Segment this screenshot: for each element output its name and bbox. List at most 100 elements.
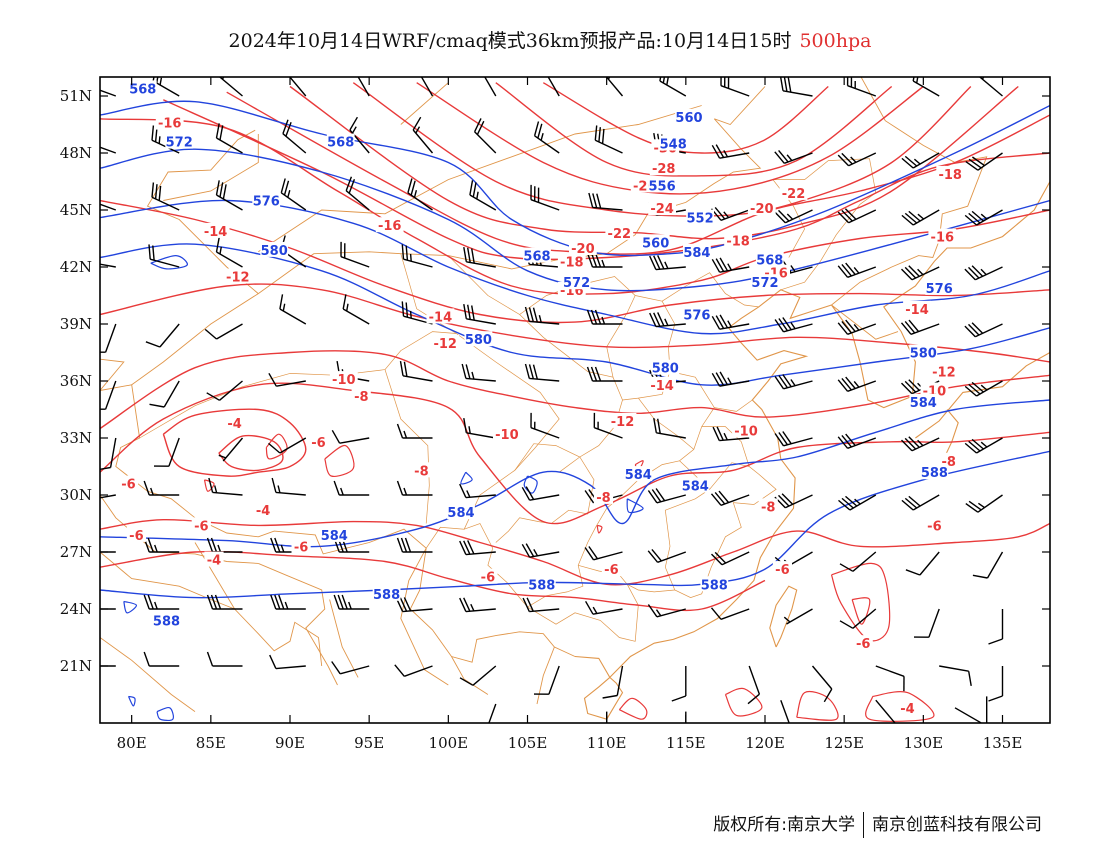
height-contour-small [523, 475, 538, 494]
wind-barb [588, 192, 623, 211]
height-label: 576 [926, 282, 953, 297]
wind-barb [215, 237, 243, 268]
wind-barb [269, 654, 306, 670]
height-label-bg [527, 576, 556, 592]
y-tick-label: 30N [60, 486, 92, 504]
temperature-contour [416, 82, 924, 195]
wind-barb [530, 184, 560, 211]
wind-barb [100, 89, 117, 97]
wind-barb [875, 699, 896, 723]
temperature-label-bg [924, 517, 944, 533]
wind-barb [396, 480, 433, 496]
temperature-label-bg [724, 232, 752, 248]
province-border [709, 462, 750, 490]
wind-barb [215, 123, 243, 154]
wind-barb [152, 77, 180, 97]
x-tick-label: 85E [196, 734, 226, 752]
temperature-contour [100, 350, 1050, 430]
height-label: 560 [642, 236, 669, 251]
x-tick-label: 115E [666, 734, 706, 752]
wind-barb [979, 77, 1003, 97]
temperature-label: -20 [571, 242, 595, 257]
temperature-label: -10 [734, 424, 758, 439]
wind-barb [488, 703, 497, 723]
height-label: 584 [682, 480, 709, 495]
temperature-label: -12 [932, 366, 956, 381]
wind-barb [206, 594, 243, 610]
wind-barb [711, 314, 750, 330]
height-label: 576 [253, 195, 280, 210]
title-level: 500hpa [799, 30, 872, 52]
wind-barb [100, 380, 117, 410]
wind-barb [461, 363, 496, 382]
wind-barb [939, 665, 972, 687]
height-label: 584 [625, 468, 652, 483]
wind-barb [357, 77, 370, 97]
wind-barb [964, 437, 1003, 454]
height-label-bg [252, 192, 281, 208]
wind-barb [333, 594, 370, 610]
temperature-label: -20 [750, 202, 774, 217]
wind-barb [586, 252, 623, 268]
temperature-label-bg [493, 426, 521, 442]
temperature-label: -18 [938, 168, 962, 183]
footer-separator [863, 812, 864, 838]
wind-barb [459, 597, 496, 613]
temperature-label: -16 [931, 231, 955, 246]
wind-barb [913, 608, 940, 638]
wind-barb [524, 363, 560, 382]
temperature-label: -12 [433, 337, 457, 352]
wind-barb [401, 244, 433, 268]
wind-barb [900, 319, 940, 335]
temperature-contour [162, 408, 307, 477]
temperature-label: -8 [354, 390, 368, 405]
wind-barb [522, 597, 560, 613]
wind-barb [524, 306, 560, 325]
temperature-label-bg [593, 488, 614, 504]
wind-barb [533, 665, 560, 695]
temperature-label: -22 [608, 227, 632, 242]
height-label-bg [925, 279, 954, 295]
country-border [831, 304, 899, 340]
height-label-bg [681, 477, 710, 493]
temperature-label: -6 [194, 519, 208, 534]
x-tick-label: 135E [983, 734, 1023, 752]
wind-barb [912, 77, 940, 97]
height-contour-small [123, 600, 137, 614]
temperature-contour [495, 82, 893, 177]
coastline [583, 676, 624, 720]
wind-barb [148, 244, 180, 268]
wind-barb [342, 294, 370, 325]
wind-barb [720, 77, 750, 97]
temperature-label: -6 [775, 563, 789, 578]
temperature-label: -28 [652, 162, 676, 177]
country-border [258, 105, 702, 253]
temperature-label-bg [431, 335, 460, 350]
wind-barb [711, 257, 750, 273]
footer-right: 南京创蓝科技有限公司 [872, 815, 1042, 835]
height-label: 580 [261, 244, 288, 259]
country-border [831, 77, 988, 306]
temperature-label: -10 [332, 373, 356, 388]
wind-barb [143, 594, 180, 610]
temperature-label-bg [253, 502, 273, 518]
wind-barb [774, 431, 813, 447]
temperature-label-bg [155, 114, 184, 130]
temperature-contour-small [796, 690, 839, 721]
wind-barb [394, 664, 433, 677]
wind-barb [837, 319, 877, 335]
wind-barb [331, 661, 370, 675]
wind-barb [533, 121, 560, 154]
country-border [194, 542, 323, 667]
wind-barb [964, 322, 1003, 338]
temperature-label-bg [291, 538, 311, 554]
temperature-label-bg [648, 376, 676, 392]
x-tick-label: 125E [824, 734, 864, 752]
wind-barb [986, 696, 988, 723]
wind-barb [839, 551, 877, 572]
temperature-contour [100, 382, 1050, 525]
wind-barb [100, 323, 117, 353]
wind-barb [712, 426, 750, 442]
y-tick-label: 24N [60, 600, 92, 618]
temperature-label: -4 [900, 702, 914, 717]
